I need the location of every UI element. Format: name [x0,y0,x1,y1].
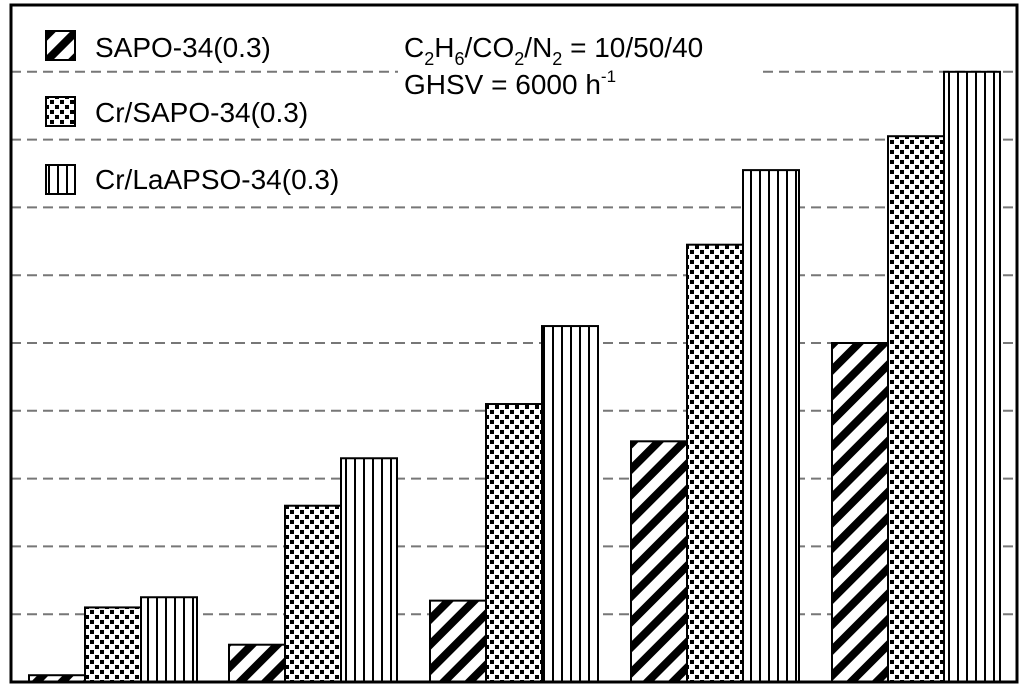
plot-frame [9,3,1019,684]
bar-series2-group4 [686,243,744,683]
bar-series2-group3 [485,403,543,683]
bar-series3-group5 [943,70,1001,684]
legend: SAPO-34(0.3) Cr/SAPO-34(0.3) Cr/LaAPSO-3… [45,30,339,195]
bar-series1-group4 [630,440,688,683]
legend-swatch-3 [45,164,76,195]
bars-group [28,70,1001,684]
legend-swatch-2 [45,96,76,127]
bar-series3-group3 [541,325,599,683]
bar-series2-group1 [84,606,142,683]
conditions-annotation: C2H6/CO2/N2 = 10/50/40 GHSV = 6000 h-1 [398,22,762,104]
bar-series3-group4 [742,169,800,684]
ghsv-label: GHSV = 6000 h-1 [404,67,616,100]
legend-item-2: Cr/SAPO-34(0.3) [45,96,308,128]
legend-label-2: Cr/SAPO-34(0.3) [95,97,308,128]
bar-series3-group2 [340,457,398,684]
bar-series1-group3 [429,599,487,684]
legend-label-1: SAPO-34(0.3) [95,32,271,63]
legend-item-1: SAPO-34(0.3) [45,30,271,63]
feed-composition-label: C2H6/CO2/N2 = 10/50/40 [404,32,703,69]
bar-series1-group5 [831,342,889,683]
legend-label-3: Cr/LaAPSO-34(0.3) [95,164,339,195]
legend-swatch-1 [45,30,76,61]
bar-series2-group5 [887,135,945,683]
bar-series1-group2 [228,643,286,684]
annotation-background [398,22,762,104]
bar-series3-group1 [140,596,198,683]
bar-series2-group2 [284,504,342,683]
legend-item-3: Cr/LaAPSO-34(0.3) [45,164,339,195]
